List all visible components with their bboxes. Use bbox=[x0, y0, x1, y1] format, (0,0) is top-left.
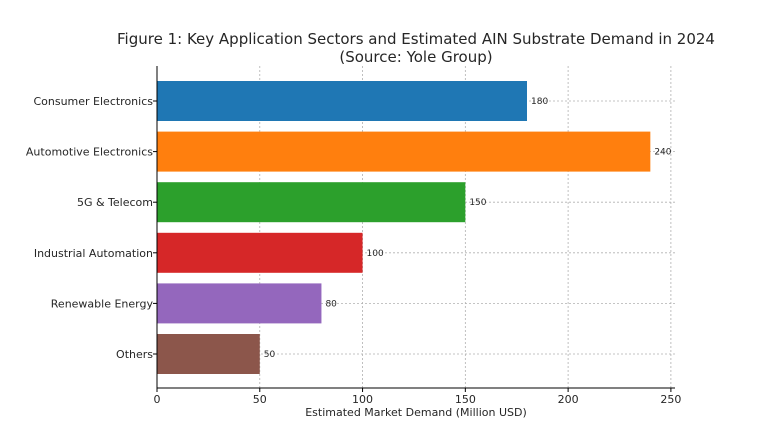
x-tick-label: 200 bbox=[558, 393, 579, 406]
bar-value-label: 150 bbox=[469, 198, 486, 208]
x-tick-label: 0 bbox=[154, 393, 161, 406]
bars bbox=[157, 81, 651, 374]
x-tick-label: 100 bbox=[352, 393, 373, 406]
category-label: Renewable Energy bbox=[51, 297, 154, 310]
bar-automotive-electronics bbox=[157, 131, 651, 172]
x-tick-label: 250 bbox=[660, 393, 681, 406]
axes bbox=[156, 66, 675, 389]
bar-others bbox=[157, 334, 260, 374]
bar-renewable-energy bbox=[157, 283, 322, 324]
bar-industrial-automation bbox=[157, 232, 363, 273]
category-label: 5G & Telecom bbox=[77, 196, 153, 209]
category-label: Automotive Electronics bbox=[26, 146, 153, 159]
chart-subtitle: (Source: Yole Group) bbox=[339, 48, 492, 66]
category-label: Others bbox=[116, 348, 153, 361]
category-label: Industrial Automation bbox=[34, 247, 153, 260]
bar-5g-telecom bbox=[157, 182, 466, 223]
bar-consumer-electronics bbox=[157, 81, 527, 121]
labels: 0 50 100 150 200 250 Consumer Electronics 180 Au… bbox=[26, 95, 681, 406]
x-tick-label: 50 bbox=[253, 393, 267, 406]
bar-value-label: 50 bbox=[264, 350, 276, 360]
category-label: Consumer Electronics bbox=[33, 95, 153, 108]
bar-value-label: 100 bbox=[367, 249, 384, 259]
bar-value-label: 180 bbox=[531, 97, 548, 107]
bar-value-label: 240 bbox=[654, 148, 671, 158]
x-axis-label: Estimated Market Demand (Million USD) bbox=[305, 406, 527, 419]
chart-title: Figure 1: Key Application Sectors and Es… bbox=[117, 30, 715, 48]
bar-value-label: 80 bbox=[325, 299, 337, 309]
x-tick-label: 150 bbox=[455, 393, 476, 406]
